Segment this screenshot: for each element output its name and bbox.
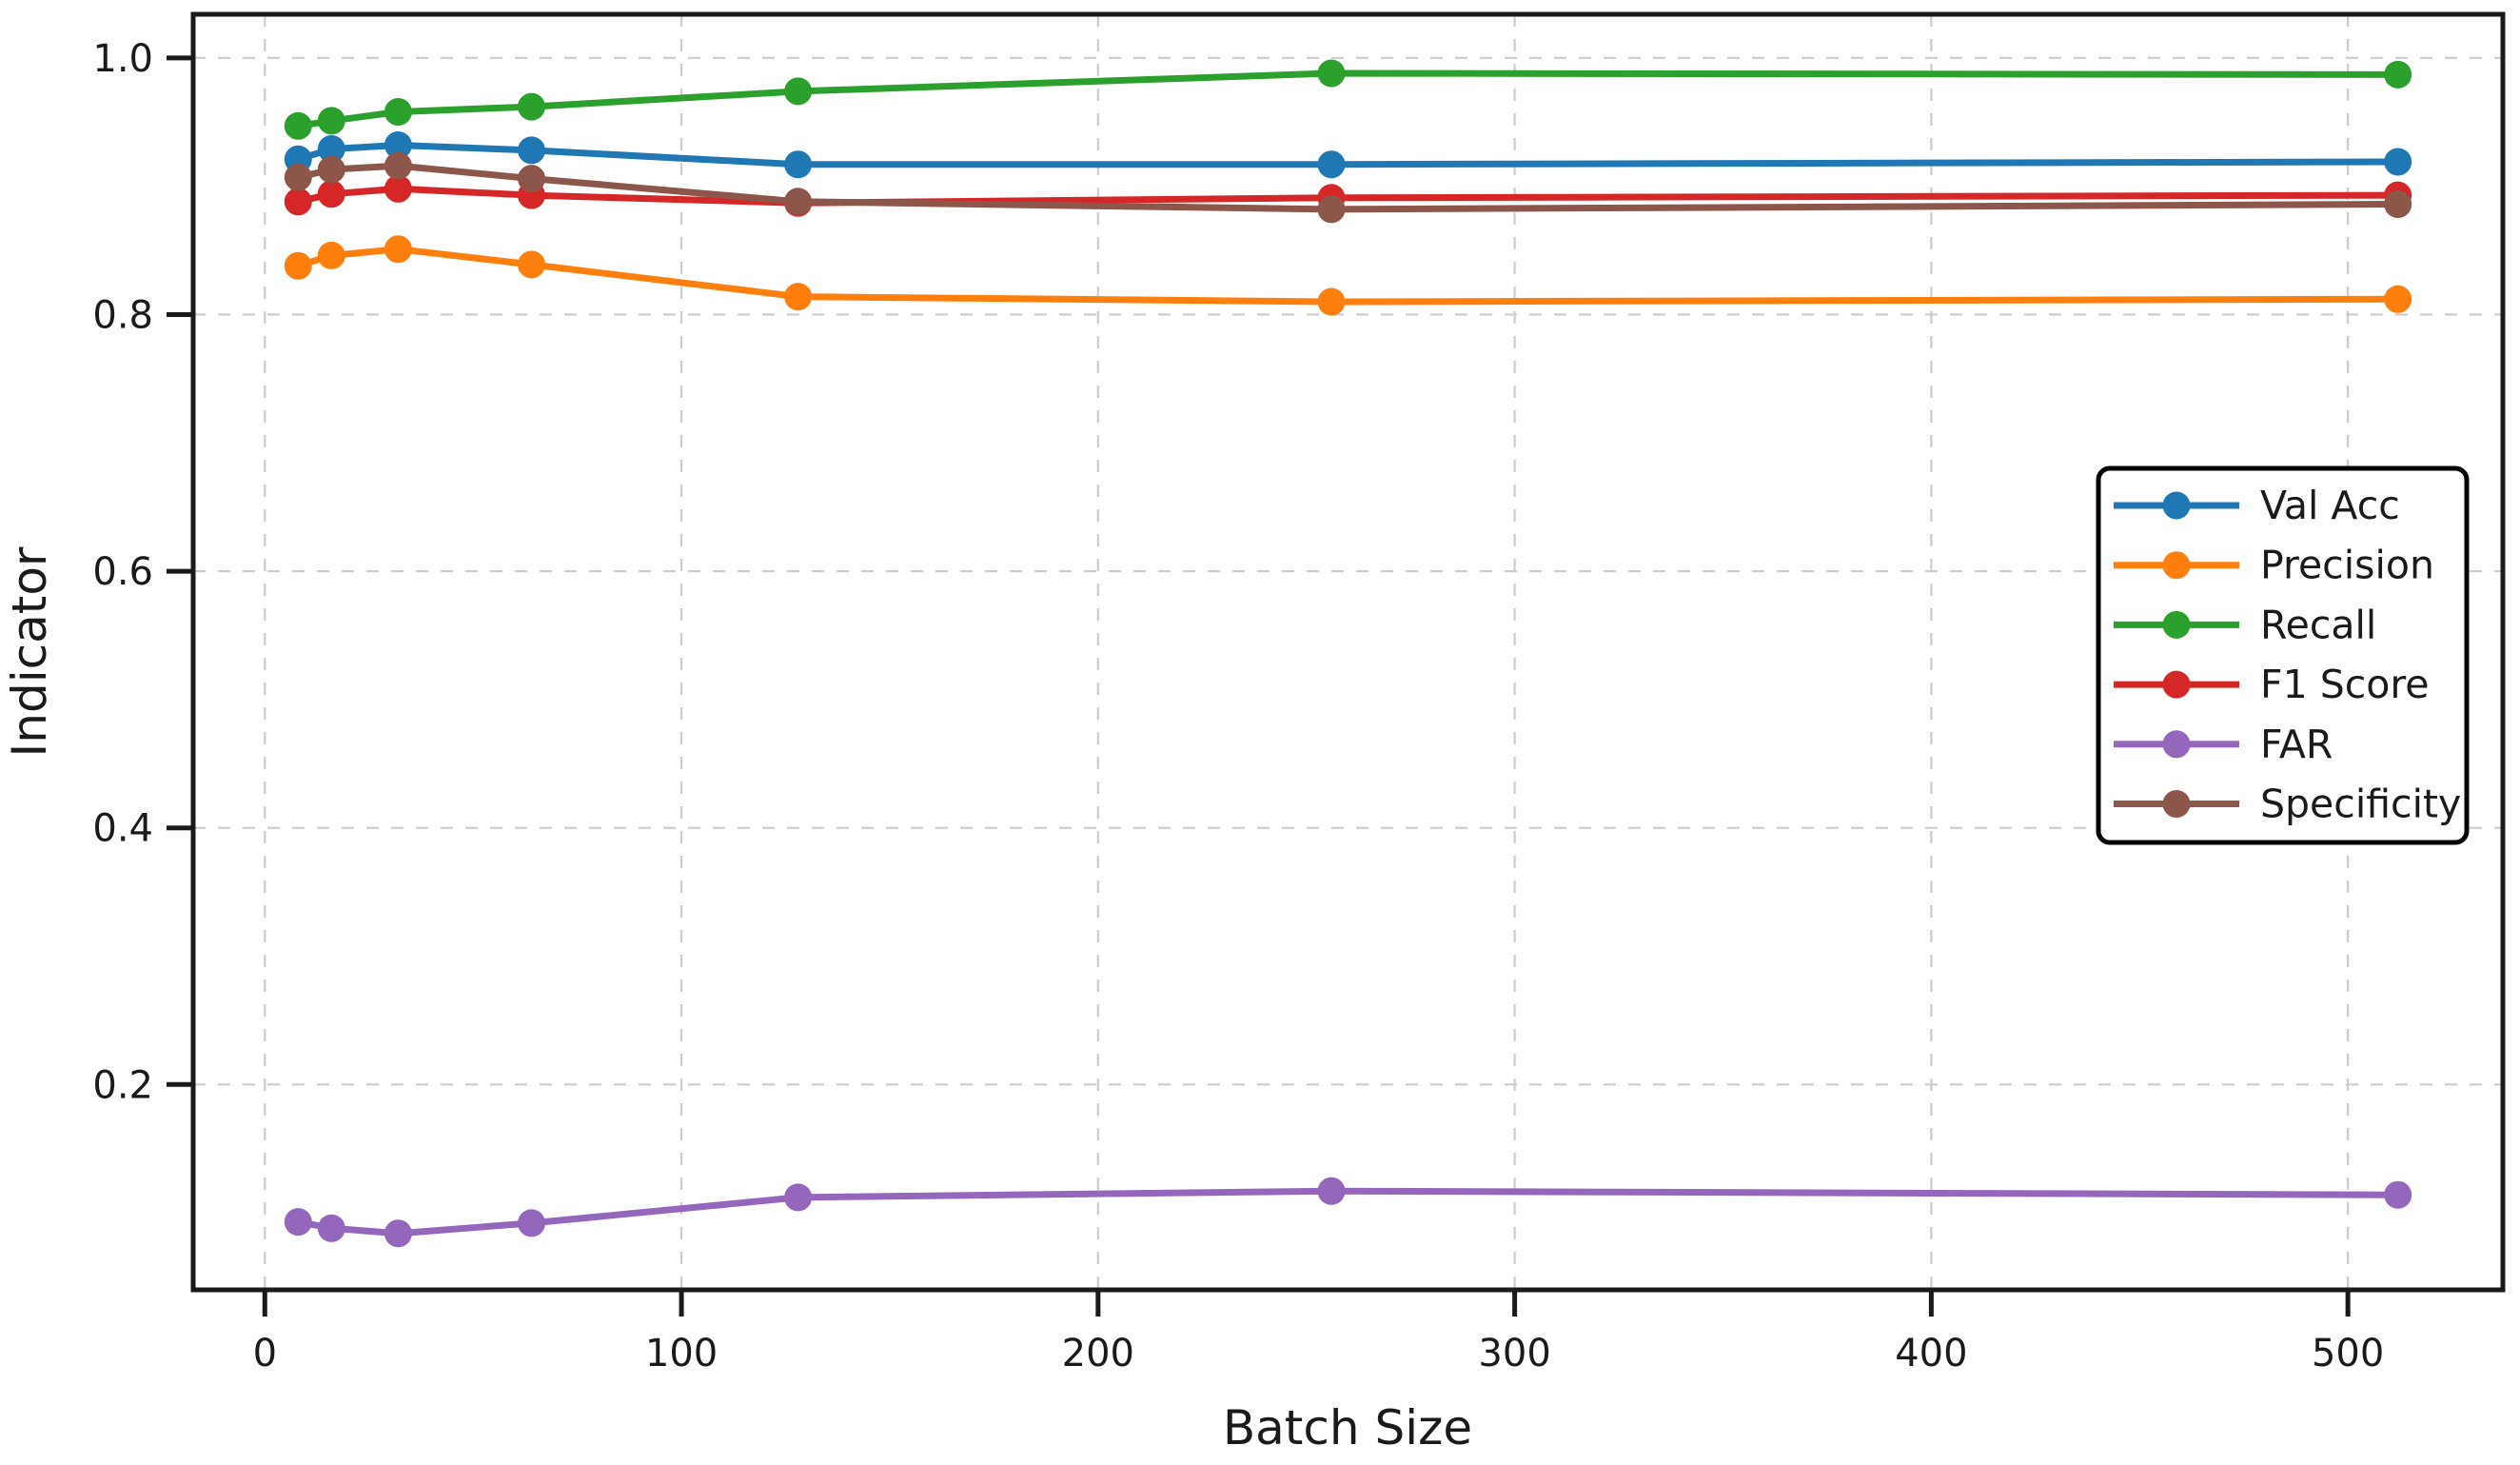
data-point-val-acc-x64 xyxy=(518,136,545,165)
data-point-far-x64 xyxy=(518,1209,545,1237)
data-point-specificity-x512 xyxy=(2384,190,2412,218)
x-tick-label-100: 100 xyxy=(645,1332,718,1376)
x-tick-label-300: 300 xyxy=(1478,1332,1550,1376)
y-tick-label-1: 1.0 xyxy=(92,37,153,81)
legend-marker-precision xyxy=(2162,551,2191,580)
legend-marker-far xyxy=(2162,730,2191,759)
data-point-precision-x64 xyxy=(518,250,545,279)
data-point-far-x8 xyxy=(284,1208,312,1237)
data-point-val-acc-x16 xyxy=(317,135,345,163)
y-tick-label-0.8: 0.8 xyxy=(92,293,153,337)
data-point-precision-x8 xyxy=(284,251,312,280)
data-point-recall-x256 xyxy=(1317,59,1346,88)
data-point-specificity-x128 xyxy=(784,188,813,216)
data-point-f1-score-x16 xyxy=(317,180,345,208)
legend-marker-val-acc xyxy=(2162,491,2191,520)
legend-item-val-acc: Val Acc xyxy=(2114,483,2400,528)
data-point-precision-x512 xyxy=(2384,285,2412,313)
legend-item-far: FAR xyxy=(2114,722,2333,767)
legend: Val Acc Precision Recall F1 Score FAR Specifi… xyxy=(2096,465,2470,845)
x-tick-label-0: 0 xyxy=(253,1332,277,1376)
data-point-far-x256 xyxy=(1317,1177,1346,1205)
data-point-recall-x16 xyxy=(317,107,345,135)
legend-item-f1-score: F1 Score xyxy=(2114,662,2430,707)
legend-label-specificity: Specificity xyxy=(2260,782,2461,827)
axes-layer xyxy=(190,11,2506,1293)
data-point-far-x128 xyxy=(784,1183,813,1212)
data-point-val-acc-x128 xyxy=(784,150,813,179)
data-point-specificity-x16 xyxy=(317,155,345,184)
legend-label-precision: Precision xyxy=(2260,543,2434,588)
legend-marker-recall xyxy=(2162,610,2191,639)
legend-marker-f1-score xyxy=(2162,670,2191,699)
data-point-far-x16 xyxy=(317,1214,345,1242)
legend-label-val-acc: Val Acc xyxy=(2260,483,2400,528)
data-point-precision-x32 xyxy=(384,235,412,264)
ticks-layer: 0 100 200 300 400 500 0.2 0.4 0.6 0.8 1.0 xyxy=(92,37,2384,1376)
y-tick-label-0.2: 0.2 xyxy=(92,1063,153,1107)
data-point-precision-x256 xyxy=(1317,287,1346,316)
data-point-val-acc-x32 xyxy=(384,131,412,159)
data-point-precision-x128 xyxy=(784,283,813,311)
data-point-recall-x8 xyxy=(284,111,312,140)
legend-item-specificity: Specificity xyxy=(2114,782,2461,827)
data-point-specificity-x64 xyxy=(518,165,545,193)
data-point-recall-x128 xyxy=(784,77,813,106)
data-point-specificity-x256 xyxy=(1317,195,1346,224)
data-point-recall-x64 xyxy=(518,92,545,121)
data-point-f1-score-x32 xyxy=(384,174,412,203)
data-point-f1-score-x8 xyxy=(284,188,312,216)
plot-border xyxy=(190,11,2506,1293)
x-tick-label-400: 400 xyxy=(1895,1332,1967,1376)
legend-label-recall: Recall xyxy=(2260,602,2376,647)
data-point-val-acc-x256 xyxy=(1317,150,1346,179)
y-tick-label-0.4: 0.4 xyxy=(92,807,153,851)
data-point-recall-x512 xyxy=(2384,60,2412,89)
data-point-recall-x32 xyxy=(384,98,412,126)
y-tick-label-0.6: 0.6 xyxy=(92,550,153,594)
legend-marker-specificity xyxy=(2162,790,2191,818)
data-point-far-x32 xyxy=(384,1219,412,1248)
x-tick-label-500: 500 xyxy=(2312,1332,2384,1376)
data-point-specificity-x8 xyxy=(284,163,312,191)
legend-label-far: FAR xyxy=(2260,722,2333,767)
data-point-val-acc-x512 xyxy=(2384,148,2412,176)
legend-item-recall: Recall xyxy=(2114,602,2376,647)
data-point-specificity-x32 xyxy=(384,151,412,180)
data-point-precision-x16 xyxy=(317,241,345,269)
legend-item-precision: Precision xyxy=(2114,543,2434,588)
legend-label-f1-score: F1 Score xyxy=(2260,662,2430,707)
data-point-far-x512 xyxy=(2384,1180,2412,1209)
x-axis-label: Batch Size xyxy=(1223,1400,1472,1455)
x-tick-label-200: 200 xyxy=(1062,1332,1134,1376)
y-axis-label: Indicator xyxy=(2,546,57,757)
series-layer xyxy=(284,59,2412,1248)
